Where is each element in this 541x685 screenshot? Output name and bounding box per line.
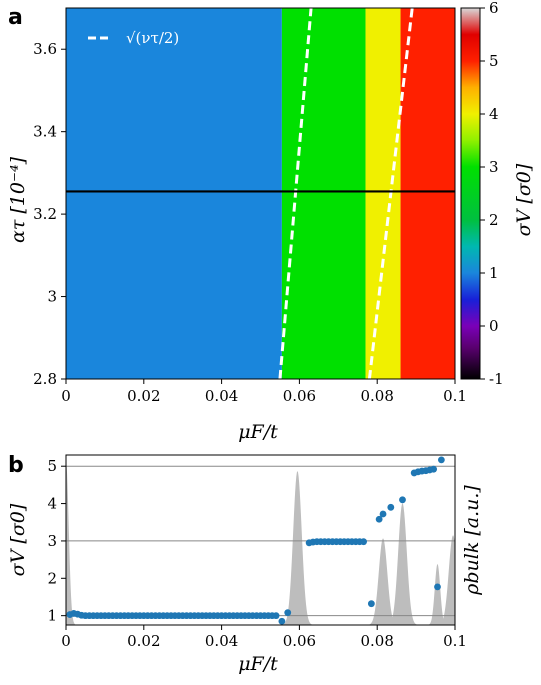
y-tick-label: 1 [47,607,57,625]
data-point [278,617,286,625]
panel-b-xlabel: μF/t [238,653,278,675]
data-point [272,612,280,620]
x-tick-label: 0.06 [283,387,316,405]
dashed-line-0 [278,7,313,380]
density-peak-0 [66,461,77,625]
panel-b-y-ticks: 1 2 3 4 5 [47,457,66,625]
panel-b-frame [65,454,456,626]
x-tick-label: 0.04 [205,632,238,650]
colorbar-tick-label: 3 [489,158,499,176]
data-point [375,515,383,523]
panel-a-xlabel: μF/t [238,421,278,443]
y-tick-label: 5 [47,457,57,475]
panel-a-frame [65,7,456,380]
data-point [430,465,438,473]
heatmap-regions [66,8,455,379]
panel-b-ylabel-right: ρbulk [a.u.] [461,485,483,596]
y-tick-label: 4 [47,495,57,513]
panel-a: a √(ντ/2) 0 0.02 0.04 0.06 0.08 0.1 2.8 3 3.2 3.… [7,5,467,443]
colorbar-tick-label: 2 [489,211,499,229]
data-point [399,496,406,504]
density-peak-1 [280,471,315,625]
y-tick-label: 3 [47,532,57,550]
heatmap-region-3 [400,8,455,379]
x-tick-label: 0.06 [283,632,316,650]
legend: √(ντ/2) [88,29,179,47]
x-tick-label: 0.1 [443,387,467,405]
x-tick-label: 0.02 [127,387,160,405]
y-tick-label: 2 [47,569,57,587]
panel-b-x-ticks: 0 0.02 0.04 0.06 0.08 0.1 [61,625,467,650]
x-tick-label: 0.1 [443,632,467,650]
colorbar: -1 0 1 2 3 4 5 6 σV [σ0] [460,0,535,388]
scatter-points [66,456,445,625]
x-tick-label: 0.08 [360,632,393,650]
colorbar-tick-label: 4 [489,105,499,123]
data-point [387,503,395,511]
panel-a-x-ticks: 0 0.02 0.04 0.06 0.08 0.1 [61,379,467,405]
bulk-density-peaks [66,461,455,625]
panel-b-ylabel: σV [σ0] [7,503,29,576]
dashed-line-1 [367,7,414,380]
data-point [360,538,367,546]
colorbar-bar [460,7,481,380]
x-tick-label: 0.08 [360,387,393,405]
y-tick-label: 3.4 [33,123,57,141]
data-point [367,600,375,608]
colorbar-ticks: -1 0 1 2 3 4 5 6 [480,0,504,388]
density-peak-5 [435,535,455,625]
panel-b-label: b [8,453,24,478]
x-tick-label: 0 [61,632,71,650]
panel-a-y-ticks: 2.8 3 3.2 3.4 3.6 [33,40,66,388]
y-tick-label: 2.8 [33,370,57,388]
legend-label: √(ντ/2) [126,29,179,47]
colorbar-tick-label: 1 [489,264,499,282]
colorbar-tick-label: 5 [489,52,499,70]
density-peak-3 [385,503,420,625]
data-point [434,583,441,591]
x-tick-label: 0.02 [127,632,160,650]
x-tick-label: 0 [61,387,71,405]
density-peak-2 [365,538,401,625]
x-tick-label: 0.04 [205,387,238,405]
y-tick-label: 3.6 [33,40,57,58]
dashed-lines [278,7,414,380]
colorbar-tick-label: 0 [489,317,499,335]
y-tick-label: 3 [47,288,57,306]
panel-b: b 0 0.02 0.04 0.06 0.08 0.1 1 2 3 4 5 μF/t σV [σ0… [7,453,483,675]
y-tick-label: 3.2 [33,205,57,223]
heatmap-region-0 [66,8,282,379]
colorbar-label: σV [σ0] [513,163,535,236]
panel-a-label: a [8,5,23,30]
panel-a-ylabel: ατ [10⁻⁴] [7,156,29,243]
density-peak-4 [426,564,449,625]
colorbar-tick-label: 6 [489,0,499,17]
heatmap-region-2 [365,8,401,379]
data-point [284,609,292,617]
data-point [437,456,445,464]
colorbar-tick-label: -1 [489,370,504,388]
data-point [379,510,387,518]
